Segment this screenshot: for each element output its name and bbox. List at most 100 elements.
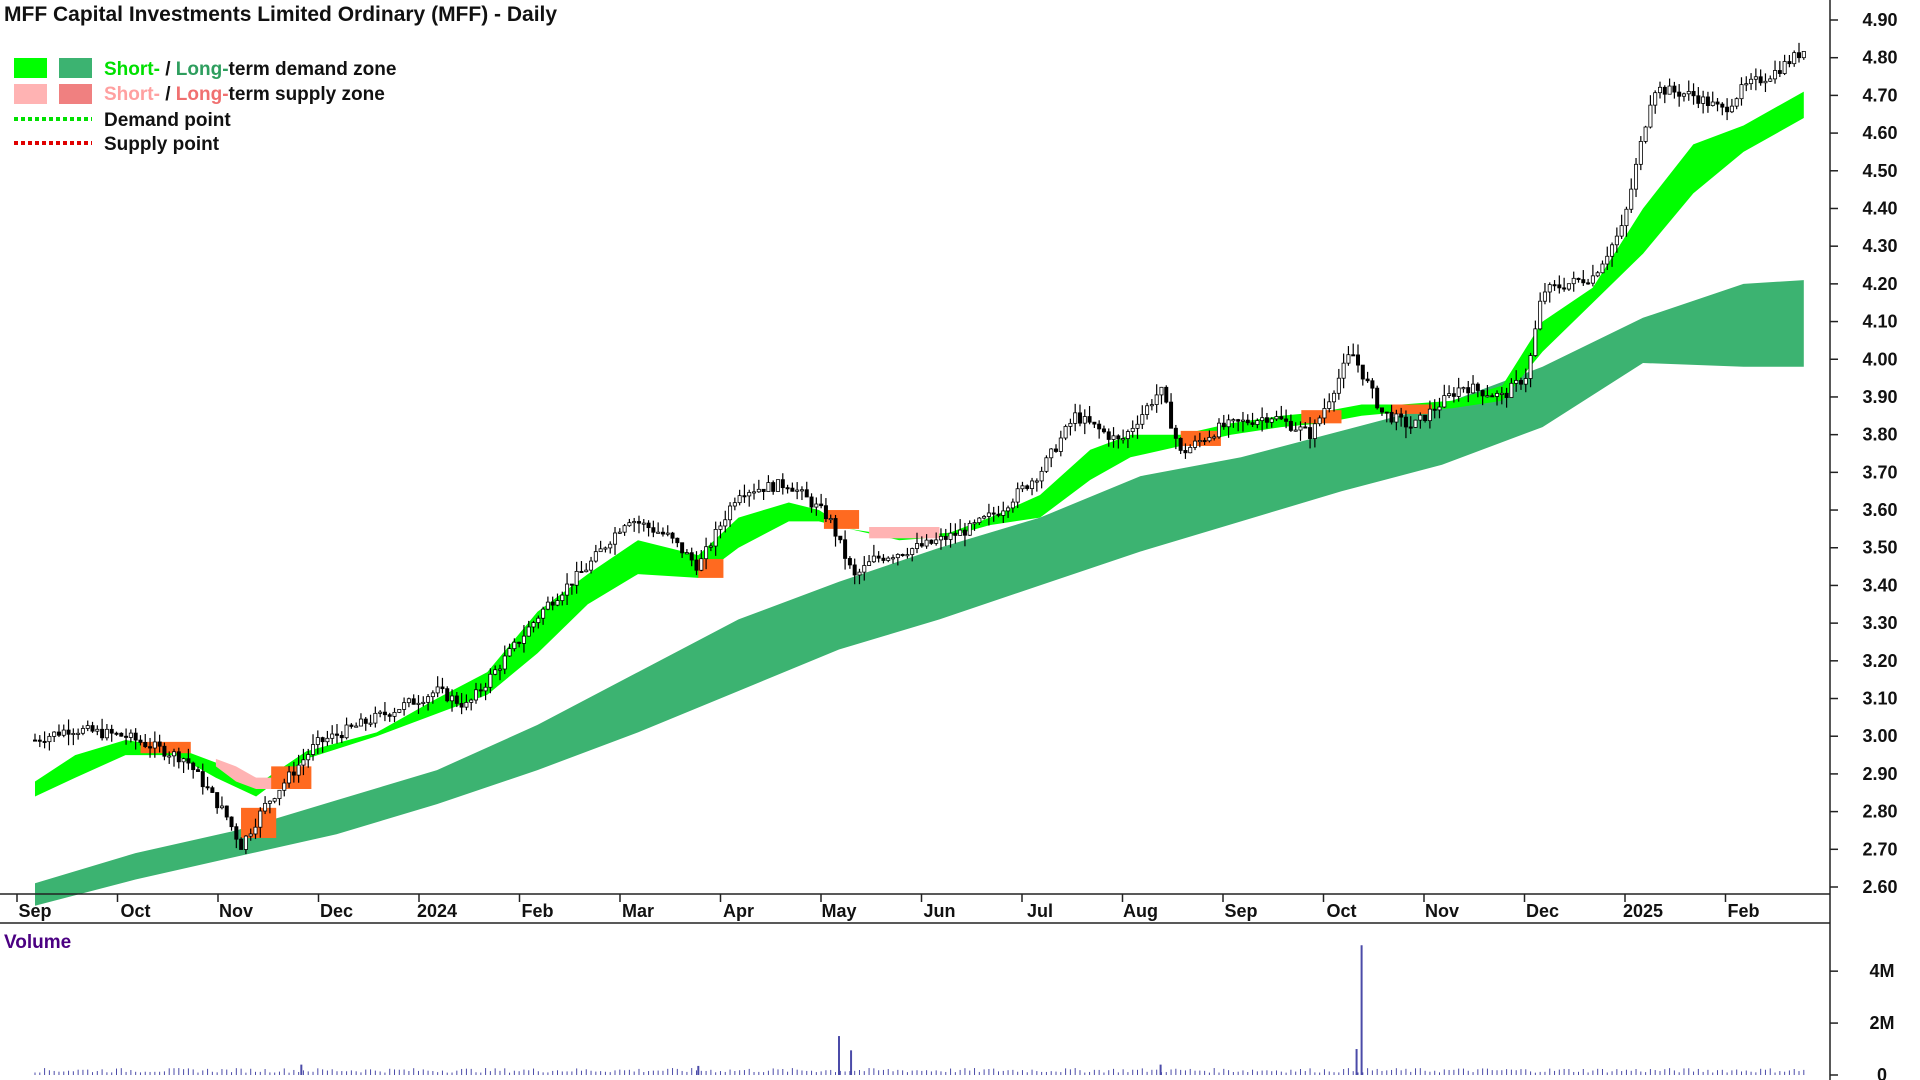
candle-body <box>191 762 196 771</box>
candle-body <box>699 558 704 571</box>
candle-body <box>291 771 296 776</box>
candle-body <box>1077 412 1082 424</box>
price-tick-label: 2.70 <box>1862 839 1897 859</box>
volume-tick-label: 2M <box>1869 1013 1894 1033</box>
candle-body <box>1092 421 1097 425</box>
candle-body <box>1576 277 1581 280</box>
candle-body <box>200 771 205 788</box>
candle-body <box>1782 61 1787 74</box>
candle-body <box>651 527 656 533</box>
candle-body <box>694 559 699 571</box>
candle-body <box>1145 405 1150 415</box>
candle-body <box>1399 413 1404 418</box>
candle-body <box>1336 377 1341 394</box>
candle-body <box>162 745 167 757</box>
candle-body <box>464 702 469 708</box>
candle-body <box>608 543 613 549</box>
time-tick-label: Oct <box>120 901 150 921</box>
candle-body <box>536 617 541 623</box>
candle-body <box>33 739 38 742</box>
candle-body <box>555 600 560 606</box>
short-term-demand-zone <box>35 91 1804 797</box>
candle-body <box>507 648 512 657</box>
candle-body <box>1173 427 1178 439</box>
candle-body <box>1437 406 1442 411</box>
candle-body <box>574 570 579 586</box>
candle-body <box>833 518 838 537</box>
candle-body <box>1581 279 1586 284</box>
candle-body <box>1240 419 1245 422</box>
price-tick-label: 3.60 <box>1862 500 1897 520</box>
candle-body <box>277 789 282 799</box>
candle-body <box>1701 96 1706 104</box>
legend-swatch-short-supply <box>14 84 47 104</box>
candle-body <box>128 732 133 738</box>
candle-body <box>728 505 733 521</box>
candle-body <box>1202 440 1207 443</box>
candle-body <box>440 686 445 690</box>
candle-body <box>1197 440 1202 443</box>
candle-body <box>344 724 349 739</box>
candle-body <box>1710 101 1715 106</box>
candle-body <box>1610 244 1615 257</box>
candle-body <box>1408 426 1413 429</box>
candle-body <box>1729 105 1734 113</box>
candle-body <box>1341 362 1346 379</box>
time-tick-label: Sep <box>1224 901 1257 921</box>
legend-demand-sep: / <box>160 59 176 80</box>
candle-body <box>1169 401 1174 429</box>
candle-body <box>234 826 239 840</box>
candle-body <box>1020 485 1025 490</box>
candle-body <box>459 703 464 708</box>
candle-body <box>531 622 536 628</box>
price-tick-label: 3.00 <box>1862 726 1897 746</box>
candle-body <box>1149 404 1154 407</box>
candle-body <box>670 532 675 539</box>
price-tick-label: 4.00 <box>1862 349 1897 369</box>
candle-body <box>363 718 368 724</box>
candle-body <box>1734 98 1739 107</box>
candle-body <box>282 782 287 791</box>
candle-body <box>138 739 143 743</box>
legend-demand-point: Demand point <box>104 110 231 131</box>
volume-label: Volume <box>4 932 71 953</box>
candle-body <box>95 728 100 732</box>
candle-body <box>382 711 387 716</box>
candle-body <box>862 565 867 573</box>
candle-body <box>1619 225 1624 237</box>
candle-body <box>1389 411 1394 423</box>
candle-body <box>1499 392 1504 395</box>
time-tick-label: Jun <box>923 901 955 921</box>
price-tick-label: 3.70 <box>1862 462 1897 482</box>
candle-body <box>124 735 129 738</box>
candle-body <box>1351 354 1356 357</box>
candle-body <box>1590 275 1595 284</box>
candle-body <box>1629 188 1634 210</box>
candle-body <box>704 546 709 560</box>
candle-body <box>1010 501 1015 509</box>
price-tick-label: 4.20 <box>1862 274 1897 294</box>
legend-demand-rest: term demand zone <box>229 59 397 80</box>
price-tick-label: 4.30 <box>1862 236 1897 256</box>
candle-body <box>392 711 397 717</box>
candle-body <box>1303 426 1308 429</box>
price-tick-label: 4.40 <box>1862 198 1897 218</box>
candle-body <box>47 735 52 743</box>
candle-body <box>919 543 924 547</box>
overlap-supply-patch <box>1180 430 1221 446</box>
candle-body <box>545 601 550 610</box>
candle-body <box>847 558 852 566</box>
candle-body <box>752 491 757 494</box>
short-term-supply-zone <box>869 527 940 539</box>
candle-body <box>598 548 603 553</box>
candle-body <box>1562 287 1567 290</box>
candle-body <box>1547 284 1552 293</box>
candle-body <box>90 725 95 732</box>
candles-layer <box>33 42 1806 855</box>
candle-body <box>37 739 42 742</box>
candle-body <box>603 547 608 550</box>
legend-supply-long: Long- <box>176 84 229 105</box>
time-tick-label: Mar <box>622 901 654 921</box>
candle-body <box>521 635 526 644</box>
candle-body <box>1039 470 1044 482</box>
